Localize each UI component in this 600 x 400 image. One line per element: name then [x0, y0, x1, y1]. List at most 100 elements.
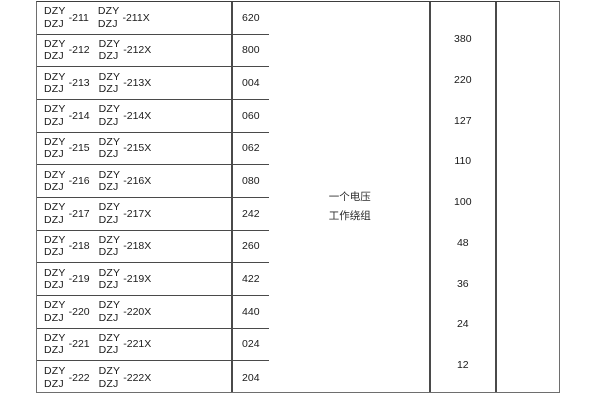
model-prefix-top: DZY [44, 332, 66, 345]
voltage-value: 110 [454, 155, 472, 167]
code-group-secondary: DZY DZJ -216X [99, 169, 152, 194]
model-code-2: -211X [122, 11, 150, 24]
model-prefix-bottom: DZJ [44, 148, 64, 161]
model-prefix: DZY DZJ [44, 234, 66, 259]
code-cell: DZY DZJ -222 DZY DZJ -222X [37, 361, 231, 394]
model-code-2: -222X [123, 371, 152, 384]
model-prefix-2: DZY DZJ [99, 71, 121, 96]
model-prefix-top: DZY [44, 136, 66, 149]
code-cell: DZY DZJ -215 DZY DZJ -215X [37, 133, 231, 165]
model-code: -212 [68, 44, 90, 57]
model-prefix-2-top: DZY [98, 38, 121, 51]
code-group-primary: DZY DZJ -217 [44, 201, 90, 226]
table-row[interactable]: DZY DZJ -213 DZY DZJ -213X [37, 67, 231, 100]
voltage-value: 24 [456, 318, 469, 330]
model-code: -213 [68, 77, 90, 90]
code-cell: DZY DZJ -213 DZY DZJ -213X [37, 67, 231, 99]
model-code-2: -213X [123, 77, 152, 90]
code-cell: DZY DZJ -219 DZY DZJ -219X [37, 263, 231, 295]
model-code-2: -212X [123, 44, 152, 57]
model-prefix-bottom: DZJ [44, 17, 64, 30]
model-prefix: DZY DZJ [44, 5, 66, 30]
model-code-2: -217X [123, 207, 152, 220]
code-group-primary: DZY DZJ -215 [44, 136, 90, 161]
model-prefix-2: DZY DZJ [98, 5, 120, 30]
model-prefix: DZY DZJ [44, 136, 66, 161]
model-prefix-bottom: DZJ [44, 213, 64, 226]
model-prefix: DZY DZJ [44, 169, 66, 194]
model-code: -214 [68, 109, 90, 122]
model-prefix-2: DZY DZJ [99, 38, 121, 63]
table-row[interactable]: DZY DZJ -212 DZY DZJ -212X [37, 35, 231, 68]
model-prefix: DZY DZJ [44, 201, 66, 226]
code-cell: DZY DZJ -214 DZY DZJ -214X [37, 100, 231, 132]
code-cell: DZY DZJ -221 DZY DZJ -221X [37, 329, 231, 361]
table-row[interactable]: DZY DZJ -216 DZY DZJ -216X [37, 165, 231, 198]
voltage-value: 127 [454, 115, 472, 127]
number-cell: 080 [232, 165, 269, 198]
model-prefix-2: DZY DZJ [99, 234, 121, 259]
table-row[interactable]: DZY DZJ -219 DZY DZJ -219X [37, 263, 231, 296]
model-prefix-top: DZY [44, 168, 66, 181]
model-prefix-2-bottom: DZJ [98, 246, 119, 259]
code-column: DZY DZJ -211 DZY DZJ -211X [37, 2, 231, 394]
model-code-2: -216X [123, 175, 152, 188]
code-group-primary: DZY DZJ -221 [44, 332, 90, 357]
table-row[interactable]: DZY DZJ -222 DZY DZJ -222X [37, 361, 231, 394]
model-prefix-2-top: DZY [98, 201, 121, 214]
code-group-secondary: DZY DZJ -214X [99, 103, 152, 128]
code-group-secondary: DZY DZJ -218X [99, 234, 152, 259]
model-prefix-2-bottom: DZJ [97, 17, 118, 30]
model-prefix: DZY DZJ [44, 299, 66, 324]
winding-description-line-2: 工作绕组 [328, 210, 371, 222]
model-prefix-2-top: DZY [98, 266, 121, 279]
table-row[interactable]: DZY DZJ -211 DZY DZJ -211X [37, 2, 231, 35]
model-prefix-2-bottom: DZJ [98, 148, 119, 161]
number-cell: 024 [232, 329, 269, 362]
model-code: -218 [68, 240, 90, 253]
code-group-primary: DZY DZJ -213 [44, 71, 90, 96]
model-prefix-2-bottom: DZJ [98, 213, 119, 226]
table-row[interactable]: DZY DZJ -220 DZY DZJ -220X [37, 296, 231, 329]
code-group-secondary: DZY DZJ -211X [98, 5, 150, 30]
code-cell: DZY DZJ -212 DZY DZJ -212X [37, 35, 231, 67]
model-prefix-2-bottom: DZJ [98, 311, 119, 324]
model-code-2: -218X [123, 240, 152, 253]
code-group-secondary: DZY DZJ -217X [99, 201, 152, 226]
number-cell: 440 [232, 296, 269, 329]
model-prefix-bottom: DZJ [44, 115, 64, 128]
code-group-secondary: DZY DZJ -212X [99, 38, 152, 63]
voltage-value: 380 [454, 33, 472, 45]
column-divider-1 [231, 2, 233, 392]
column-divider-3 [495, 2, 497, 392]
number-cell: 204 [242, 371, 260, 384]
model-code-2: -221X [123, 338, 152, 351]
code-group-secondary: DZY DZJ -220X [99, 299, 152, 324]
table-row[interactable]: DZY DZJ -215 DZY DZJ -215X [37, 133, 231, 166]
model-prefix-2-bottom: DZJ [98, 279, 119, 292]
model-code-2: -220X [123, 305, 152, 318]
model-prefix-2-top: DZY [98, 299, 121, 312]
table-row[interactable]: DZY DZJ -217 DZY DZJ -217X [37, 198, 231, 231]
code-cell: DZY DZJ -211 DZY DZJ -211X [37, 2, 231, 34]
model-prefix: DZY DZJ [44, 332, 66, 357]
model-prefix-2: DZY DZJ [99, 365, 121, 390]
number-cell: 242 [232, 198, 269, 231]
voltage-value: 220 [454, 74, 472, 86]
table-row[interactable]: DZY DZJ -214 DZY DZJ -214X [37, 100, 231, 133]
code-group-primary: DZY DZJ -212 [44, 38, 90, 63]
code-cell: DZY DZJ -220 DZY DZJ -220X [37, 296, 231, 328]
model-prefix: DZY DZJ [44, 267, 66, 292]
model-prefix: DZY DZJ [44, 365, 66, 390]
model-code: -221 [68, 338, 90, 351]
code-group-primary: DZY DZJ -219 [44, 267, 90, 292]
number-cell: 422 [232, 263, 269, 296]
model-prefix-2-bottom: DZJ [98, 83, 119, 96]
model-prefix-bottom: DZJ [44, 246, 64, 259]
code-group-primary: DZY DZJ -216 [44, 169, 90, 194]
table-row[interactable]: DZY DZJ -218 DZY DZJ -218X [37, 231, 231, 264]
code-group-secondary: DZY DZJ -219X [99, 267, 152, 292]
table-row[interactable]: DZY DZJ -221 DZY DZJ -221X [37, 329, 231, 362]
model-prefix-top: DZY [44, 299, 66, 312]
